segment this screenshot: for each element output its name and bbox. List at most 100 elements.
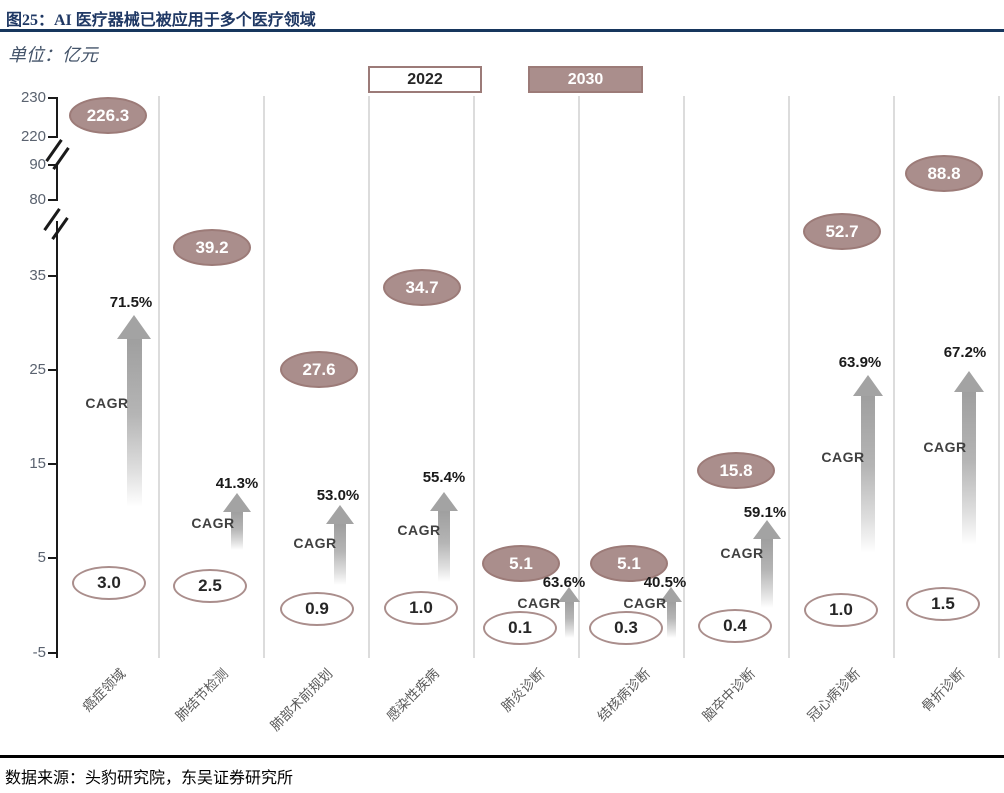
y-tick-label: 5: [37, 549, 46, 566]
cagr-arrow-icon: [430, 492, 458, 582]
cagr-value: 41.3%: [215, 475, 259, 492]
cagr-arrow-icon: [660, 587, 682, 638]
y-axis-tick: [48, 557, 57, 559]
cagr-value: 55.4%: [422, 469, 466, 486]
cagr-label: CAGR: [517, 595, 561, 611]
y-tick-label: 230: [20, 89, 46, 106]
cagr-value: 40.5%: [643, 574, 687, 591]
y-axis-tick: [48, 275, 57, 277]
legend-item-2030: 2030: [528, 66, 643, 93]
cagr-arrow-icon: [223, 493, 251, 550]
cagr-arrow-icon: [558, 587, 580, 638]
value-badge-2030: 52.7: [803, 213, 881, 250]
cagr-value: 67.2%: [943, 344, 987, 361]
cagr-value: 63.9%: [838, 354, 882, 371]
cagr-arrow-icon: [853, 375, 883, 553]
value-badge-2022: 2.5: [173, 569, 247, 603]
gridline: [263, 96, 265, 658]
y-tick-label: 25: [29, 361, 46, 378]
cagr-value: 53.0%: [316, 487, 360, 504]
category-label: 冠心病诊断: [804, 665, 863, 725]
value-badge-2022: 0.4: [698, 609, 772, 643]
value-badge-2030: 27.6: [280, 351, 358, 388]
y-tick-label: 35: [29, 267, 46, 284]
gridline: [893, 96, 895, 658]
y-axis-segment-mid: [56, 164, 58, 201]
y-axis-tick: [48, 463, 57, 465]
cagr-label: CAGR: [191, 515, 235, 531]
y-axis-segment-main: [56, 221, 58, 658]
value-badge-2022: 0.9: [280, 592, 354, 626]
source-note: 数据来源：头豹研究院，东吴证券研究所: [5, 770, 294, 787]
cagr-arrow-icon: [117, 315, 151, 507]
category-label: 骨折诊断: [918, 665, 968, 715]
y-tick-label: -5: [32, 644, 46, 661]
gridline: [368, 96, 370, 658]
y-axis-tick: [48, 136, 57, 138]
cagr-label: CAGR: [720, 545, 764, 561]
value-badge-2022: 1.0: [384, 591, 458, 625]
y-tick-label: 15: [29, 455, 46, 472]
y-axis-tick: [48, 369, 57, 371]
axis-break-icon: [51, 216, 69, 241]
gridline: [158, 96, 160, 658]
cagr-arrow-icon: [753, 520, 781, 608]
gridline: [473, 96, 475, 658]
y-axis-tick: [48, 164, 57, 166]
y-axis-segment-top: [56, 97, 58, 138]
value-badge-2022: 0.1: [483, 611, 557, 645]
value-badge-2030: 34.7: [383, 269, 461, 306]
cagr-value: 59.1%: [743, 504, 787, 521]
gridline: [998, 96, 1000, 658]
y-axis-tick: [48, 199, 57, 201]
unit-label: 单位：亿元: [8, 45, 98, 65]
cagr-label: CAGR: [397, 522, 441, 538]
figure-title: 图25：AI 医疗器械已被应用于多个医疗领域: [6, 12, 316, 29]
cagr-label: CAGR: [623, 595, 667, 611]
value-badge-2022: 0.3: [589, 611, 663, 645]
category-label: 肺部术前规划: [267, 665, 336, 734]
category-label: 脑卒中诊断: [699, 665, 758, 725]
gridline: [683, 96, 685, 658]
cagr-label: CAGR: [293, 535, 337, 551]
value-badge-2022: 1.0: [804, 593, 878, 627]
y-axis-tick: [48, 97, 57, 99]
value-badge-2030: 39.2: [173, 229, 251, 266]
y-tick-label: 90: [29, 156, 46, 173]
value-badge-2030: 88.8: [905, 155, 983, 192]
gridline: [578, 96, 580, 658]
value-badge-2022: 3.0: [72, 566, 146, 600]
value-badge-2030: 5.1: [482, 545, 560, 582]
category-label: 结核病诊断: [594, 665, 653, 725]
value-badge-2030: 5.1: [590, 545, 668, 582]
cagr-label: CAGR: [821, 449, 865, 465]
cagr-arrow-icon: [326, 505, 354, 585]
cagr-arrow-icon: [954, 371, 984, 545]
category-label: 肺炎诊断: [498, 665, 548, 715]
value-badge-2030: 15.8: [697, 452, 775, 489]
gridline: [788, 96, 790, 658]
cagr-label: CAGR: [85, 395, 129, 411]
y-tick-label: 220: [20, 128, 46, 145]
cagr-value: 63.6%: [542, 574, 586, 591]
legend-item-2022: 2022: [368, 66, 482, 93]
category-label: 感染性疾病: [383, 665, 442, 725]
title-divider: [0, 29, 1004, 32]
value-badge-2030: 226.3: [69, 97, 147, 134]
value-badge-2022: 1.5: [906, 587, 980, 621]
y-tick-label: 80: [29, 191, 46, 208]
footer-divider: [0, 755, 1004, 758]
category-label: 癌症领域: [79, 665, 129, 715]
cagr-label: CAGR: [923, 439, 967, 455]
y-axis-tick: [48, 652, 57, 654]
